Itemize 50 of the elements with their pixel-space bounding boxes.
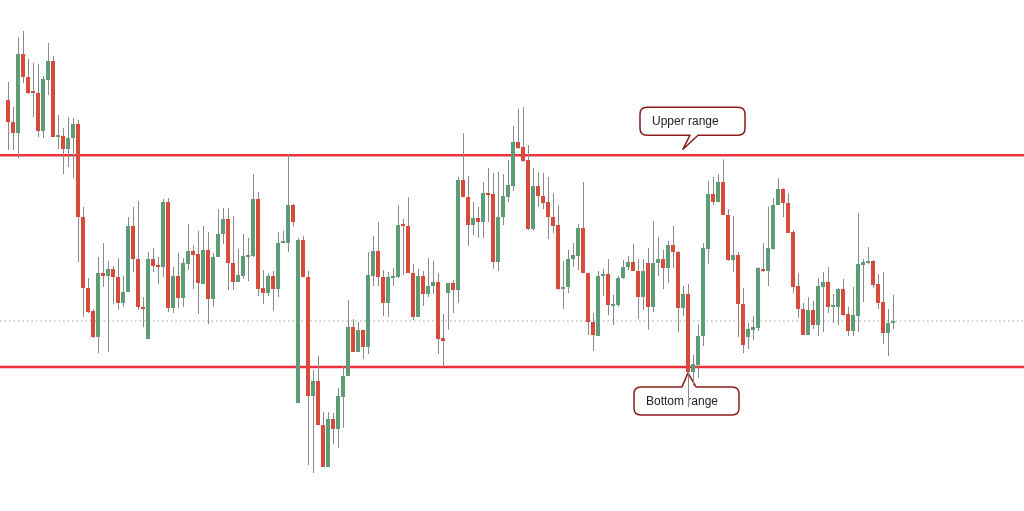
candlestick [601, 268, 605, 297]
candlestick [661, 249, 665, 290]
candlestick [216, 208, 220, 258]
candlestick [591, 312, 595, 352]
candlestick [11, 106, 15, 151]
candlestick [621, 259, 625, 280]
candlestick [356, 321, 360, 353]
candlestick [666, 240, 670, 284]
candlestick [811, 300, 815, 330]
candlestick [671, 225, 675, 269]
candlestick [656, 236, 660, 277]
candlestick [271, 270, 275, 312]
candlestick [21, 30, 25, 84]
candlestick [56, 114, 60, 150]
candlestick [291, 203, 295, 228]
candlestick [106, 260, 110, 353]
candlestick [776, 177, 780, 206]
candlestick [66, 116, 70, 168]
candlestick [71, 117, 75, 179]
candlestick [176, 252, 180, 309]
candlestick [111, 265, 115, 305]
candlestick [426, 257, 430, 298]
candlestick [361, 329, 365, 360]
candlestick [446, 282, 450, 331]
candlestick [711, 176, 715, 206]
candlestick [101, 242, 105, 288]
candlestick [471, 201, 475, 236]
candlestick [311, 369, 315, 474]
candlestick [461, 132, 465, 198]
candlestick [716, 173, 720, 203]
candlestick [681, 285, 685, 317]
candlestick [886, 308, 890, 357]
candlestick [401, 218, 405, 276]
candlestick [451, 279, 455, 314]
candlestick [891, 294, 895, 330]
candlestick [421, 270, 425, 307]
candlestick [536, 171, 540, 208]
candlestick [266, 272, 270, 297]
candlestick [631, 243, 635, 272]
ref-line-label: Upper range [652, 114, 720, 129]
candlestick [331, 412, 335, 445]
candlestick [221, 207, 225, 245]
candlestick [61, 127, 65, 175]
candlestick [731, 215, 735, 273]
candlestick [6, 81, 10, 151]
candlestick [431, 260, 435, 295]
candlestick [781, 187, 785, 218]
candlestick [476, 206, 480, 239]
candlestick [231, 215, 235, 291]
candlestick [121, 275, 125, 308]
